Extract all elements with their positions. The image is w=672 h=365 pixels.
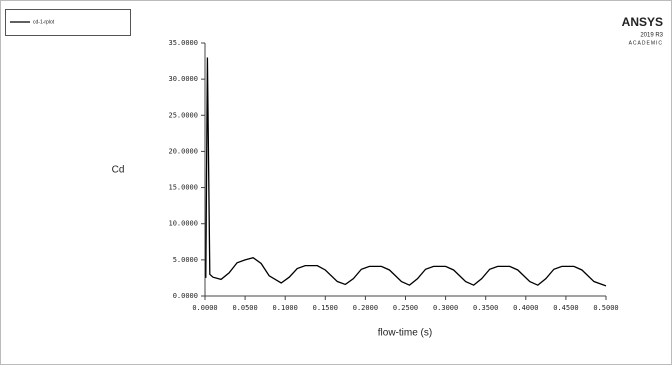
x-tick-label: 0.2500 — [393, 304, 418, 312]
logo-edition: ACADEMIC — [629, 40, 663, 46]
x-tick-label: 0.2000 — [353, 304, 378, 312]
x-tick-label: 0.1500 — [313, 304, 338, 312]
x-tick-label: 0.4000 — [513, 304, 538, 312]
logo-version: 2019 R3 — [640, 33, 663, 39]
x-tick-label: 0.5000 — [593, 304, 618, 312]
x-tick-label: 0.0500 — [232, 304, 257, 312]
y-tick-label: 35.0000 — [168, 39, 198, 47]
y-tick-label: 5.0000 — [173, 256, 198, 264]
y-tick-label: 0.0000 — [173, 292, 198, 300]
x-tick-label: 0.1000 — [273, 304, 298, 312]
y-tick-label: 25.0000 — [168, 111, 198, 119]
y-tick-label: 10.0000 — [168, 220, 198, 228]
y-tick-label: 20.0000 — [168, 147, 198, 155]
x-axis-label: flow-time (s) — [378, 328, 432, 339]
logo-brand: ANSYS — [622, 15, 663, 29]
legend-label: cd-1-rplot — [33, 19, 55, 25]
data-line — [205, 57, 607, 287]
y-tick-label: 15.0000 — [168, 184, 198, 192]
x-tick-label: 0.4500 — [553, 304, 578, 312]
y-axis-label: Cd — [112, 165, 125, 176]
y-tick-label: 30.0000 — [168, 75, 198, 83]
x-tick-label: 0.3000 — [433, 304, 458, 312]
x-tick-label: 0.0000 — [192, 304, 217, 312]
x-tick-label: 0.3500 — [473, 304, 498, 312]
